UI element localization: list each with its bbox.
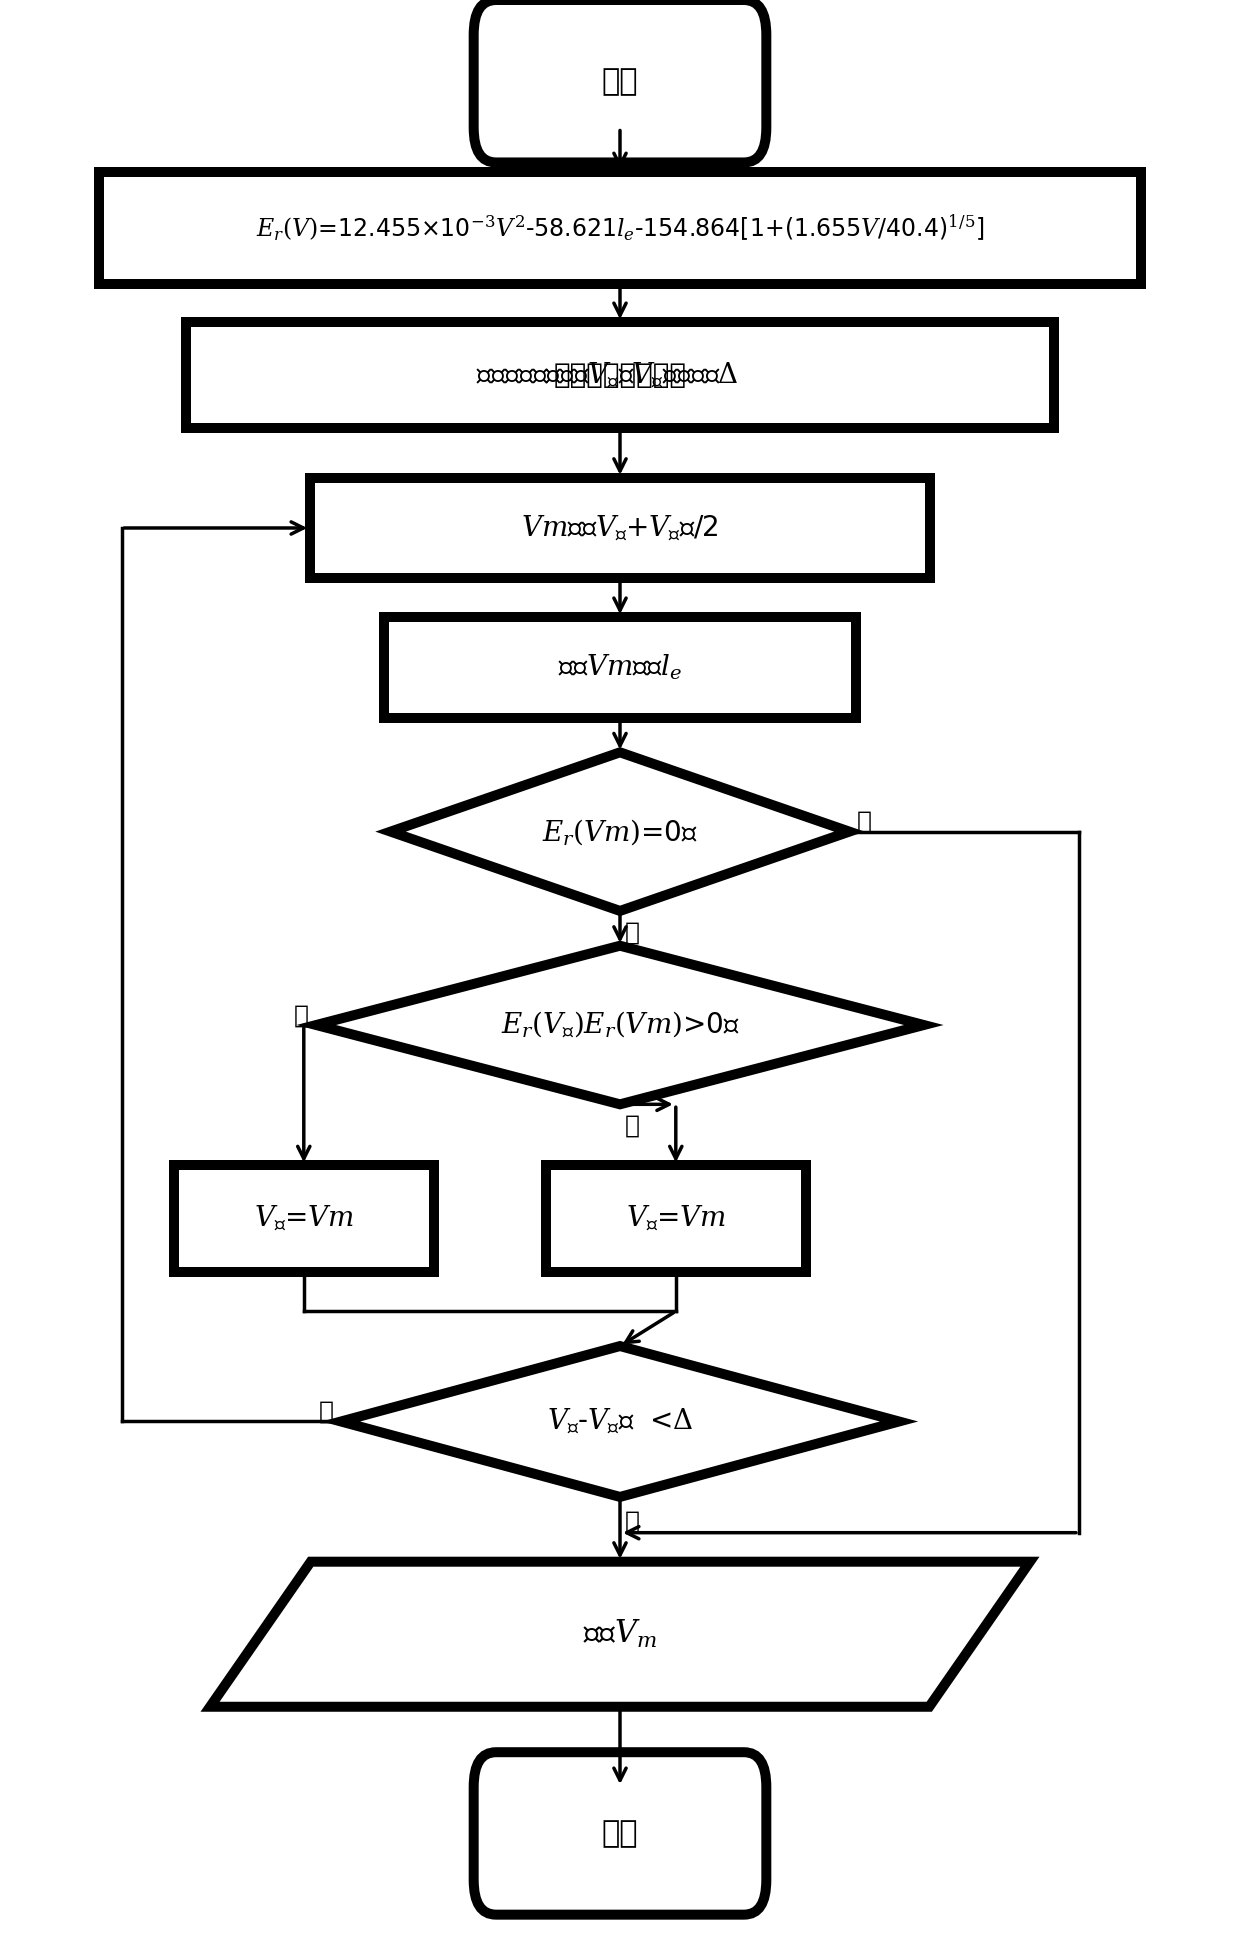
Text: 是: 是 [857,810,872,834]
Text: 是: 是 [625,1114,640,1137]
Text: 是: 是 [625,1510,640,1534]
Text: $V_{右}$=$Vm$: $V_{右}$=$Vm$ [254,1203,353,1234]
Text: $V_{右}$-$V_{左}$｜  <$\Delta$: $V_{右}$-$V_{左}$｜ <$\Delta$ [547,1406,693,1437]
Text: 否: 否 [625,921,640,944]
Bar [99,172,1141,284]
FancyBboxPatch shape [474,1752,766,1915]
Text: $V_{左}$=$Vm$: $V_{左}$=$Vm$ [626,1203,725,1234]
Text: 输出$V_m$: 输出$V_m$ [583,1619,657,1650]
Text: $E_r(V)$=12.455×10$^{-3}$$V^2$-58.621$l_e$-154.864[1+(1.655$V$/40.4)$^{1/5}$]: $E_r(V)$=12.455×10$^{-3}$$V^2$-58.621$l_… [255,213,985,244]
Text: 否: 否 [294,1004,309,1027]
Bar [186,321,1054,427]
Text: 输入左右端点速度: 输入左右端点速度 [553,362,687,389]
Text: $E_r(Vm)$=0？: $E_r(Vm)$=0？ [542,816,698,847]
Bar [384,617,856,718]
Text: 否: 否 [319,1400,334,1423]
Text: 结束: 结束 [601,1820,639,1847]
Polygon shape [341,1346,899,1497]
Polygon shape [391,752,849,911]
Text: $Vm$＝（$V_{左}$+$V_{右}$）/2: $Vm$＝（$V_{左}$+$V_{右}$）/2 [521,513,719,543]
Bar [174,1164,434,1273]
Text: 开始: 开始 [601,68,639,95]
Text: $E_r(V_{左})$$E_r(Vm)$>0？: $E_r(V_{左})$$E_r(Vm)$>0？ [501,1010,739,1040]
Bar [310,478,930,578]
Polygon shape [210,1563,1030,1708]
Bar [546,1164,806,1273]
Text: 根据$Vm$求解$l_e$: 根据$Vm$求解$l_e$ [558,652,682,683]
Polygon shape [316,946,924,1104]
FancyBboxPatch shape [474,0,766,162]
Text: 输入左右端点速度$V_{左}$，$V_{右}$，误差值$\Delta$: 输入左右端点速度$V_{左}$，$V_{右}$，误差值$\Delta$ [476,360,739,391]
